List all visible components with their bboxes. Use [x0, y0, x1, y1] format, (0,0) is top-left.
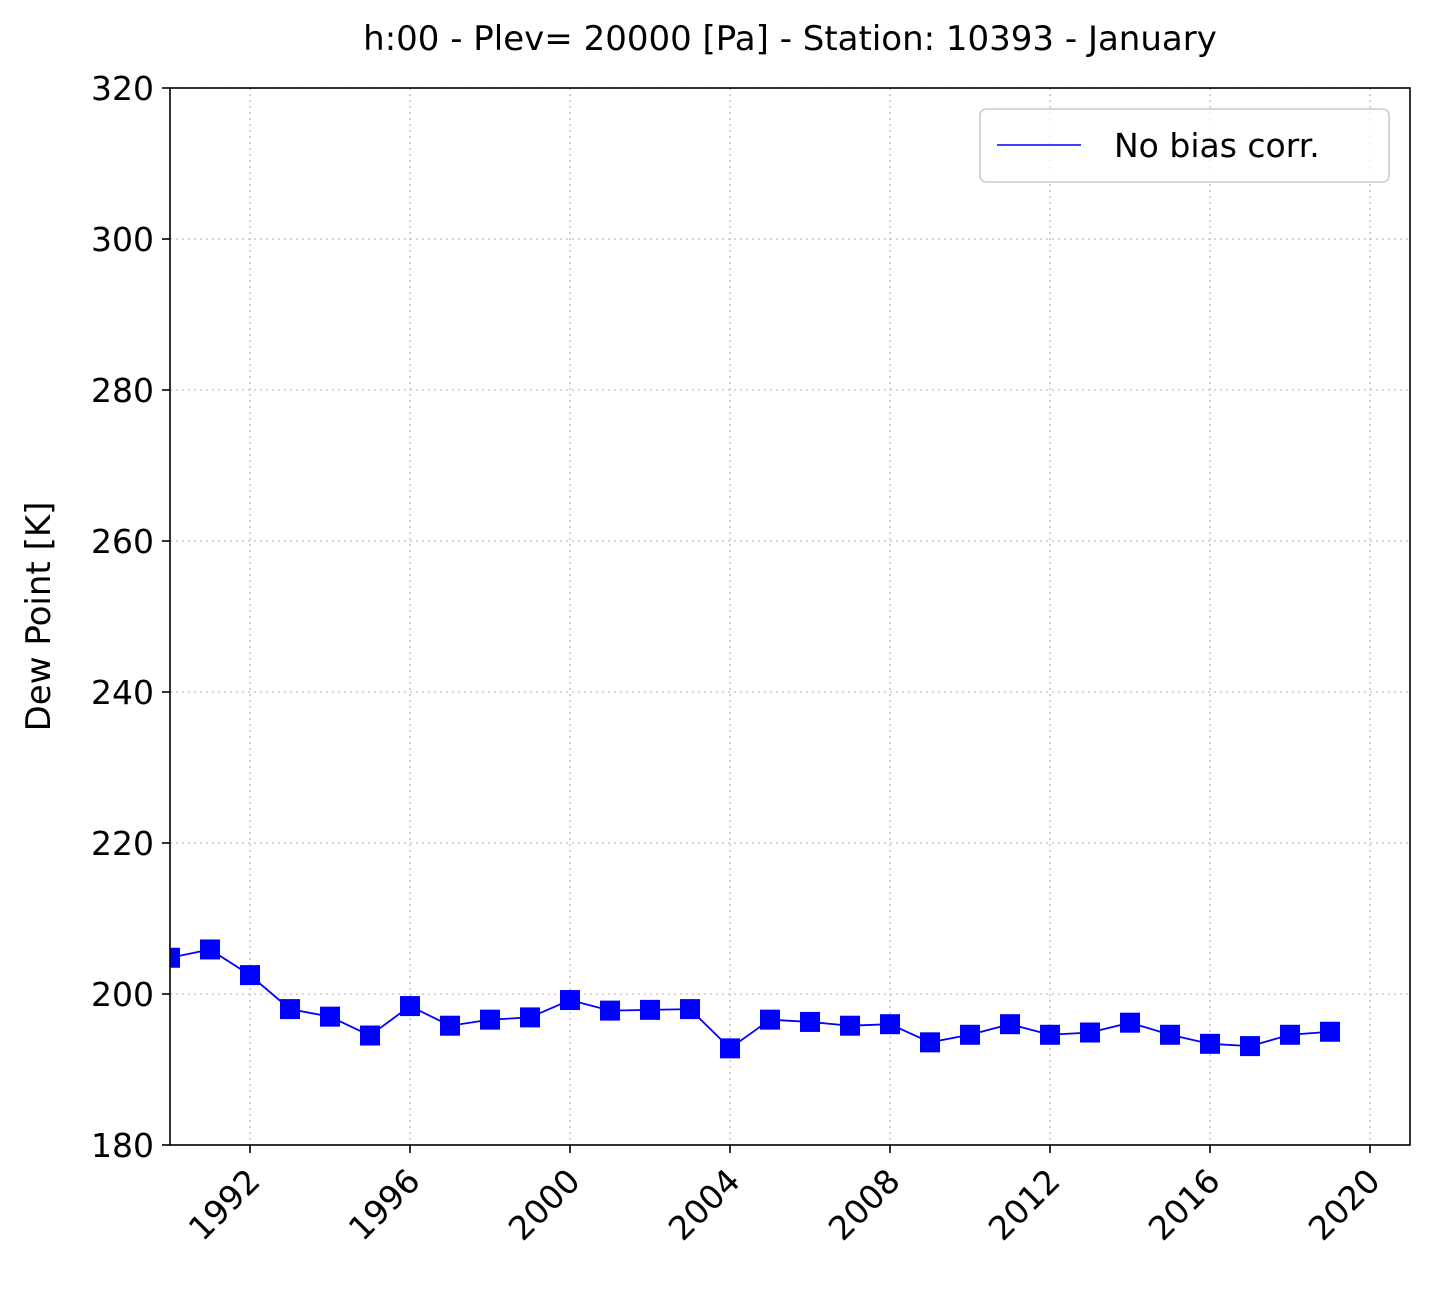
data-point-marker	[1200, 1033, 1220, 1054]
data-point-marker	[520, 1007, 540, 1028]
data-point-marker	[960, 1024, 980, 1045]
data-point-marker	[920, 1032, 940, 1053]
data-point-marker	[170, 947, 180, 968]
y-tick-label: 240	[91, 673, 154, 712]
data-point-marker	[1280, 1024, 1300, 1045]
data-point-marker	[640, 999, 660, 1020]
legend-label: No bias corr.	[1114, 126, 1320, 165]
y-tick-label: 260	[91, 522, 154, 561]
y-axis-title: Dew Point [K]	[19, 502, 59, 732]
y-tick-label: 280	[91, 371, 154, 410]
y-tick-label: 200	[91, 975, 154, 1014]
data-point-marker	[400, 996, 420, 1017]
data-point-marker	[720, 1038, 740, 1059]
data-point-marker	[1080, 1022, 1100, 1043]
data-point-marker	[1320, 1021, 1340, 1042]
data-point-marker	[1000, 1014, 1020, 1035]
data-point-marker	[600, 1000, 620, 1021]
data-point-marker	[1120, 1012, 1140, 1033]
chart-title: h:00 - Plev= 20000 [Pa] - Station: 10393…	[363, 19, 1217, 59]
data-point-marker	[880, 1014, 900, 1035]
data-point-marker	[240, 965, 260, 986]
data-point-marker	[680, 999, 700, 1020]
data-point-marker	[480, 1009, 500, 1030]
y-tick-label: 320	[91, 69, 154, 108]
legend-box	[979, 108, 1390, 183]
plot-area	[170, 939, 1340, 1059]
y-tick-label: 300	[91, 220, 154, 259]
legend: No bias corr.	[979, 108, 1390, 183]
data-point-marker	[1240, 1036, 1260, 1057]
data-point-marker	[1040, 1024, 1060, 1045]
data-point-marker	[560, 990, 580, 1011]
data-point-marker	[200, 939, 220, 960]
plot-frame	[169, 87, 1411, 1146]
data-point-marker	[1160, 1024, 1180, 1045]
data-point-marker	[760, 1009, 780, 1030]
data-point-marker	[840, 1015, 860, 1036]
data-point-marker	[360, 1025, 380, 1046]
data-point-marker	[320, 1006, 340, 1027]
y-tick-label: 180	[91, 1126, 154, 1165]
data-point-marker	[800, 1011, 820, 1032]
data-point-marker	[280, 999, 300, 1020]
y-tick-label: 220	[91, 824, 154, 863]
data-point-marker	[440, 1015, 460, 1036]
